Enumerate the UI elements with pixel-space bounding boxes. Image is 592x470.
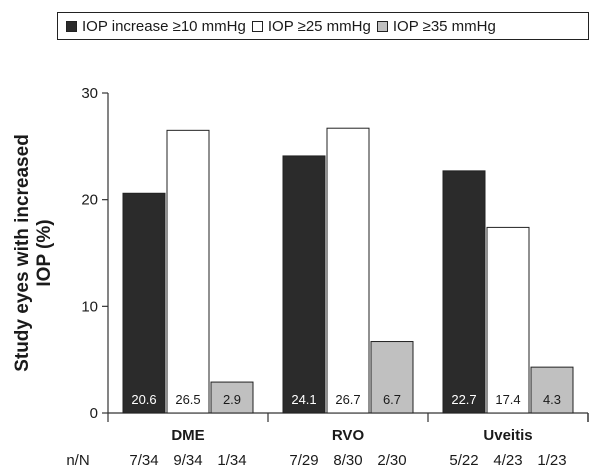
n-count-dme-0: 7/34	[129, 452, 158, 469]
n-count-rvo-0: 7/29	[289, 452, 318, 469]
y-tick-label-1: 10	[81, 298, 98, 315]
legend-swatch-2	[376, 20, 388, 32]
bar-value-label-dme-2: 2.9	[223, 392, 241, 407]
n-count-dme-1: 9/34	[173, 452, 202, 469]
bar-uveitis-1	[486, 226, 530, 414]
legend-swatch-1	[251, 20, 263, 32]
n-row-label: n/N	[66, 452, 89, 469]
bar-value-label-rvo-2: 6.7	[383, 392, 401, 407]
y-tick-label-3: 30	[81, 85, 98, 102]
n-count-dme-2: 1/34	[217, 452, 246, 469]
legend-item-1: IOP ≥25 mmHg	[251, 17, 371, 35]
bar-rvo-0	[282, 155, 326, 414]
bar-value-label-uveitis-0: 22.7	[451, 392, 476, 407]
bar-value-label-rvo-1: 26.7	[335, 392, 360, 407]
bar-value-label-rvo-0: 24.1	[291, 392, 316, 407]
y-axis-label-line-1: Study eyes with increased	[12, 134, 33, 372]
x-tick-label-dme: DME	[171, 427, 204, 444]
bar-dme-1	[166, 129, 210, 414]
bar-value-label-dme-0: 20.6	[131, 392, 156, 407]
y-tick-label-2: 20	[81, 192, 98, 209]
n-count-rvo-2: 2/30	[377, 452, 406, 469]
legend-swatch-0	[66, 20, 77, 32]
x-tick-label-uveitis: Uveitis	[483, 427, 532, 444]
y-tick-label-0: 0	[90, 405, 98, 422]
bar-rvo-2	[370, 341, 414, 414]
x-tick-label-rvo: RVO	[332, 427, 365, 444]
bar-dme-0	[122, 192, 166, 414]
bar-uveitis-0	[442, 170, 486, 414]
bar-value-label-uveitis-2: 4.3	[543, 392, 561, 407]
legend-item-0: IOP increase ≥10 mmHg	[66, 18, 246, 35]
bar-value-label-dme-1: 26.5	[175, 392, 200, 407]
y-axis-label-line-2: IOP (%)	[34, 219, 55, 286]
y-axis-label: Study eyes with increasedIOP (%)	[12, 134, 55, 372]
bar-uveitis-2	[530, 366, 574, 414]
legend-label-2: IOP ≥35 mmHg	[392, 17, 496, 35]
bar-rvo-1	[326, 127, 370, 414]
legend: IOP increase ≥10 mmHg IOP ≥25 mmHg IOP ≥35…	[57, 12, 589, 40]
legend-label-0: IOP increase ≥10 mmHg	[82, 17, 246, 35]
bar-value-label-uveitis-1: 17.4	[495, 392, 520, 407]
n-count-rvo-1: 8/30	[333, 452, 362, 469]
n-count-uveitis-0: 5/22	[449, 452, 478, 469]
legend-item-2: IOP ≥35 mmHg	[376, 17, 496, 35]
n-count-uveitis-2: 1/23	[537, 452, 566, 469]
bar-dme-2	[210, 381, 254, 414]
n-count-uveitis-1: 4/23	[493, 452, 522, 469]
legend-label-1: IOP ≥25 mmHg	[267, 17, 371, 35]
